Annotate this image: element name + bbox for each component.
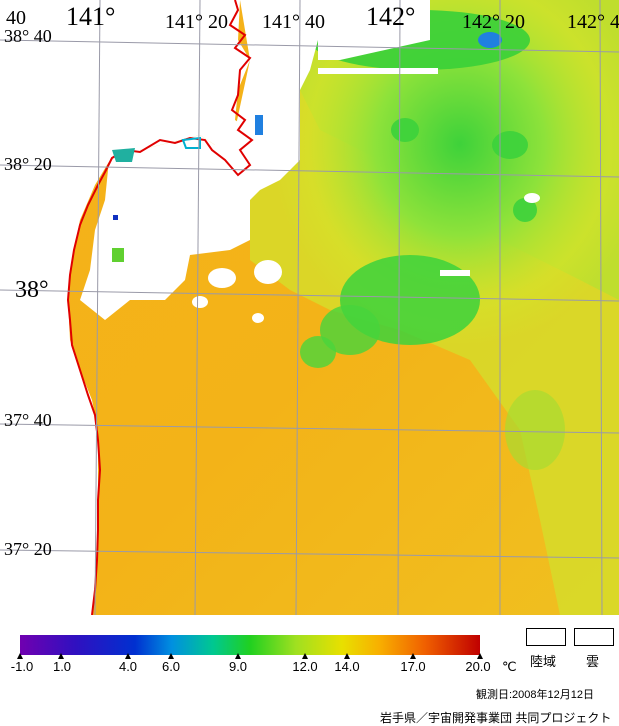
cloud-spot: [192, 296, 208, 308]
lon-label-141-20: 141° 20: [165, 11, 228, 33]
bay-islet: [112, 148, 135, 162]
blue-patch: [478, 32, 502, 48]
lat-label-38-40: 38° 40: [4, 26, 52, 46]
lat-label-37-40: 37° 40: [4, 410, 52, 430]
green-patch: [391, 118, 419, 142]
colorbar-tick: 17.0: [400, 659, 426, 674]
lon-label-141: 141°: [66, 2, 116, 31]
lon-label-40: 40: [6, 7, 26, 29]
land-area: [0, 0, 250, 615]
lat-label-38: 38°: [15, 277, 49, 303]
lon-label-142: 142°: [366, 2, 416, 31]
colorbar-tick: 9.0: [228, 659, 248, 674]
green-patch: [492, 131, 528, 159]
cloud-region: [318, 0, 430, 60]
cloud-spot: [208, 268, 236, 288]
cloud-spot: [524, 193, 540, 203]
lat-label-38-20: 38° 20: [4, 154, 52, 174]
land-swatch: [526, 628, 566, 646]
cloud-swatch: [574, 628, 614, 646]
temperature-colorbar: [20, 635, 480, 655]
lon-label-142-20: 142° 20: [462, 11, 525, 33]
colorbar-tick: -1.0: [10, 659, 34, 674]
temperature-unit: ℃: [502, 659, 517, 674]
colorbar-tick: 4.0: [118, 659, 138, 674]
colorbar-tick: 20.0: [465, 659, 491, 674]
colorbar-tick: 1.0: [52, 659, 72, 674]
green-patch: [300, 336, 336, 368]
observation-date: 観測日:2008年12月12日: [476, 689, 594, 701]
colorbar-tick: 12.0: [292, 659, 318, 674]
cloud-label: 雲: [586, 654, 600, 669]
colorbar-tick-marks: [17, 653, 483, 659]
cloud-spot: [254, 260, 282, 284]
bay-islet: [181, 136, 201, 149]
green-pixel: [112, 248, 124, 262]
graticule: [0, 0, 619, 615]
green-patch: [505, 390, 565, 470]
cloud-strip: [440, 270, 470, 276]
green-patch: [513, 198, 537, 222]
sst-map: [0, 0, 619, 615]
cloud-strip: [318, 68, 438, 74]
cloud-spot: [252, 313, 264, 323]
lon-label-142-40: 142° 4: [567, 11, 619, 33]
blue-pixel: [255, 115, 263, 135]
land-label: 陸域: [530, 654, 557, 669]
green-patch: [320, 305, 380, 355]
lon-label-141-40: 141° 40: [262, 11, 325, 33]
coastline: [66, 0, 254, 615]
colorbar-tick: 6.0: [161, 659, 181, 674]
project-credit: 岩手県／宇宙開発事業団 共同プロジェクト: [380, 711, 612, 725]
lat-label-37-20: 37° 20: [4, 539, 52, 559]
blue-pixel: [113, 215, 118, 220]
colorbar-tick: 14.0: [334, 659, 360, 674]
